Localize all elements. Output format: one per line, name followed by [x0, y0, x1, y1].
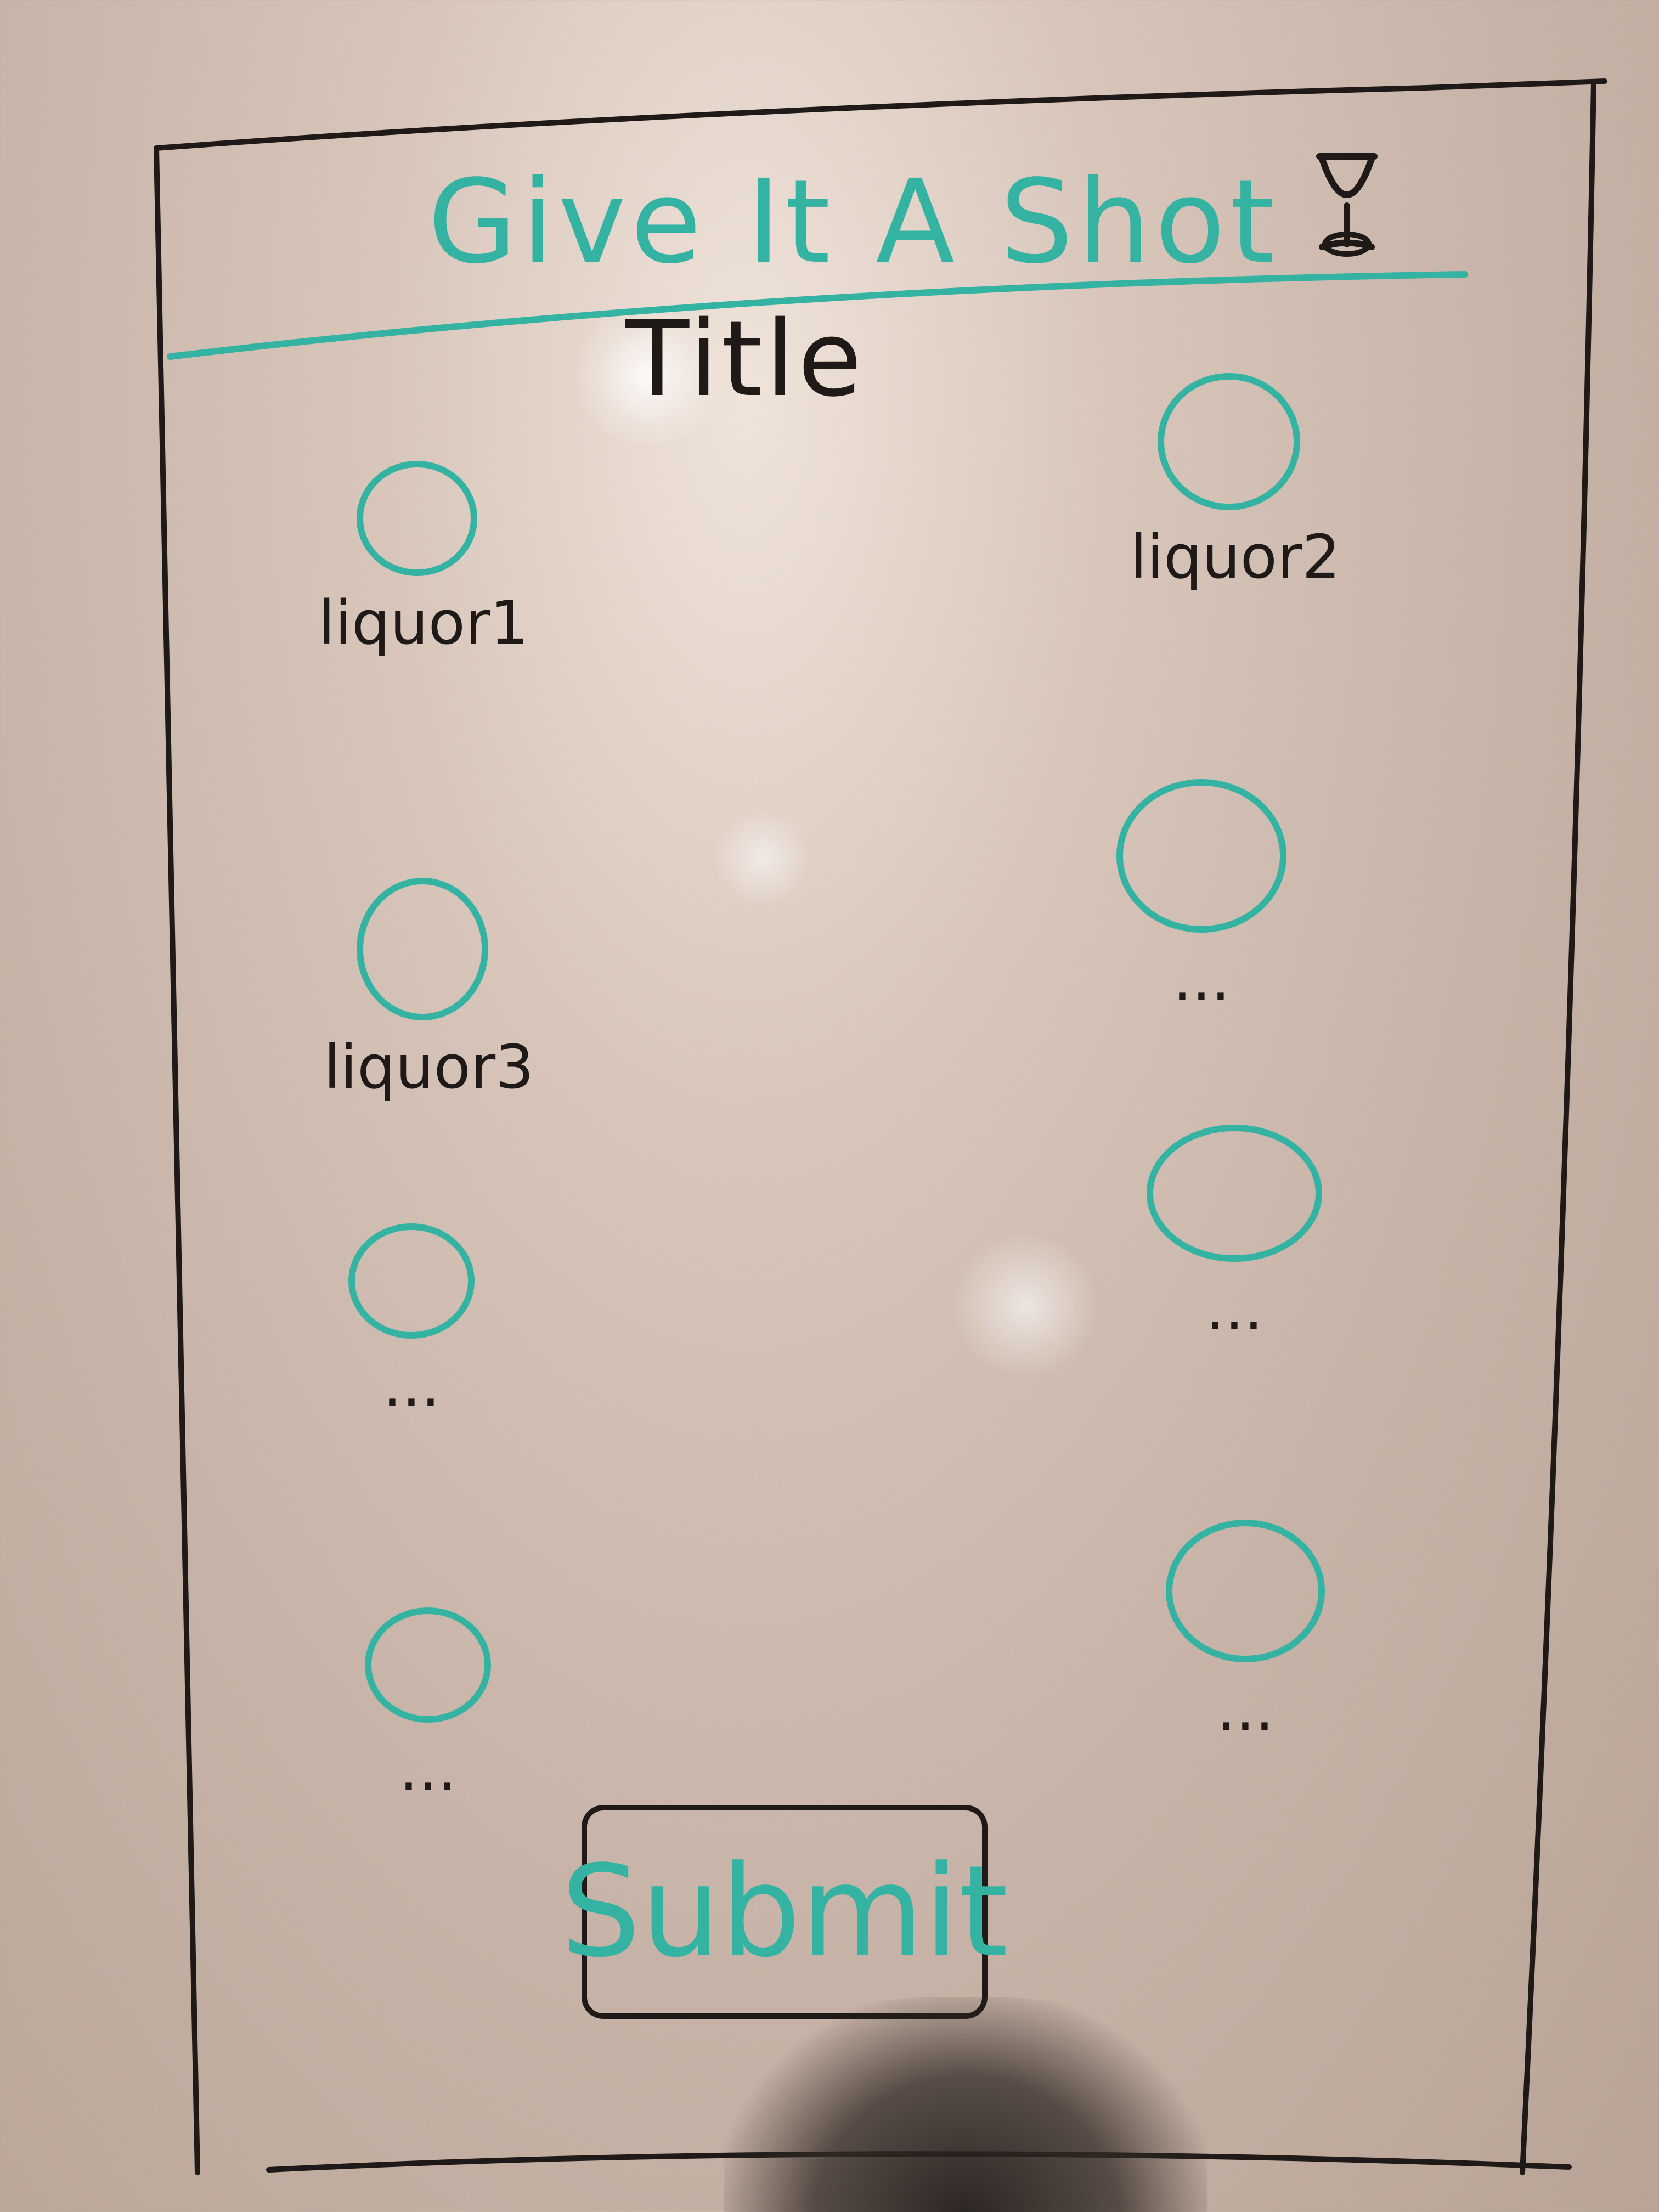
- radio-button[interactable]: [1158, 373, 1300, 510]
- option-liquor2[interactable]: liquor2: [1130, 373, 1341, 592]
- option-label: ...: [1216, 1674, 1274, 1744]
- hand-shadow: [724, 1997, 1207, 2212]
- header-divider: [167, 271, 1468, 360]
- option-label: ...: [1172, 944, 1231, 1014]
- radio-button[interactable]: [365, 1607, 491, 1723]
- option-label: ...: [399, 1734, 457, 1804]
- option-item[interactable]: ...: [1103, 779, 1300, 1009]
- radio-button[interactable]: [1147, 1125, 1322, 1262]
- radio-button[interactable]: [1116, 779, 1286, 933]
- option-item[interactable]: ...: [329, 1607, 527, 1799]
- option-liquor1[interactable]: liquor1: [318, 461, 529, 658]
- option-liquor3[interactable]: liquor3: [324, 878, 534, 1102]
- option-item[interactable]: ...: [1136, 1125, 1333, 1339]
- option-label: liquor2: [1130, 522, 1341, 592]
- radio-button[interactable]: [1166, 1520, 1325, 1662]
- radio-button[interactable]: [348, 1223, 475, 1339]
- option-item[interactable]: ...: [313, 1223, 510, 1415]
- screen-frame-outline: [154, 78, 1607, 2175]
- app-title: Give It A Shot: [428, 155, 1279, 289]
- page-title-placeholder: Title: [625, 298, 866, 420]
- cocktail-glass-icon: [1316, 153, 1378, 257]
- radio-button[interactable]: [357, 878, 488, 1020]
- submit-button[interactable]: Submit: [561, 1805, 1008, 2019]
- option-label: ...: [1205, 1273, 1263, 1344]
- option-label: ...: [382, 1350, 441, 1420]
- option-label: liquor3: [324, 1032, 534, 1102]
- radio-button[interactable]: [357, 461, 477, 576]
- option-item[interactable]: ...: [1147, 1520, 1344, 1739]
- option-label: liquor1: [318, 588, 529, 658]
